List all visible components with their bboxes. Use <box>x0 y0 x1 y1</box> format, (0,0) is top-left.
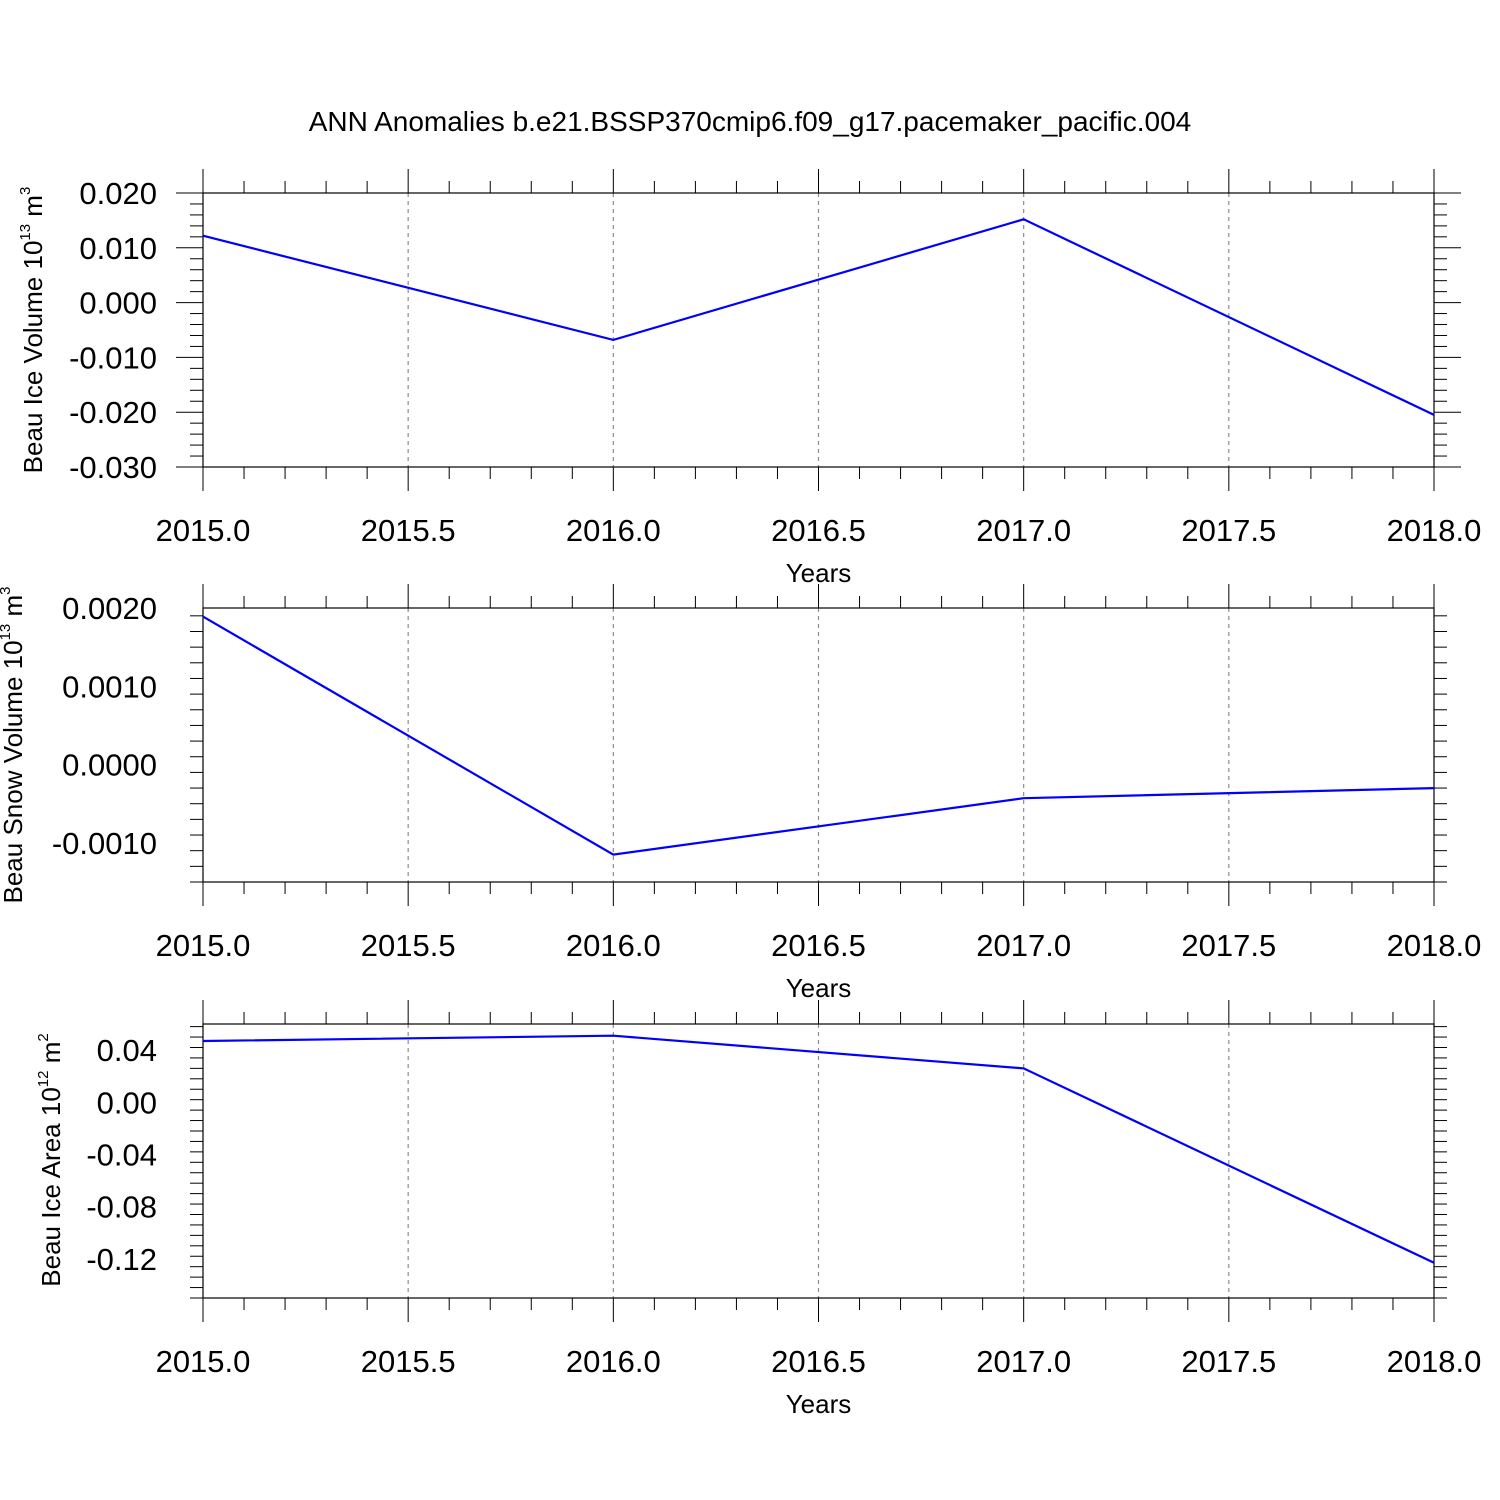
x-tick-label: 2015.0 <box>156 928 251 963</box>
y-tick-label: -0.020 <box>69 395 157 430</box>
series-line-1 <box>202 1034 1435 1264</box>
x-tick-label: 2017.0 <box>976 513 1071 548</box>
y-tick-label: 0.00 <box>97 1085 157 1120</box>
series-line-1 <box>202 615 1435 856</box>
y-tick-label: -0.010 <box>69 340 157 375</box>
x-axis-title: Years <box>786 973 852 1003</box>
x-axis-title: Years <box>786 558 852 588</box>
x-tick-label: 2015.0 <box>156 1344 251 1379</box>
y-tick-label: -0.030 <box>69 450 157 485</box>
x-axis-title: Years <box>786 1389 852 1419</box>
y-axis-title: Beau Ice Volume 1013 m3 <box>17 187 48 474</box>
panel-3: 0.04 0.00 -0.04 -0.08 -0.12 2015.0 2015.5 2016.… <box>35 1000 1481 1419</box>
panels: 0.020 0.010 0.000 -0.010 -0.020 -0.030 2015.0 2… <box>0 169 1481 1419</box>
panel-1: 0.020 0.010 0.000 -0.010 -0.020 -0.030 2015.0 2… <box>17 169 1481 588</box>
y-tick-label: -0.0010 <box>52 826 157 861</box>
x-tick-label: 2016.5 <box>771 513 866 548</box>
y-tick-label: 0.0010 <box>62 669 157 704</box>
x-tick-label: 2016.5 <box>771 1344 866 1379</box>
x-tick-label: 2015.5 <box>361 513 456 548</box>
x-tick-label: 2016.5 <box>771 928 866 963</box>
figure-title: ANN Anomalies b.e21.BSSP370cmip6.f09_g17… <box>309 106 1192 137</box>
y-tick-label: 0.0000 <box>62 748 157 783</box>
x-tick-label: 2017.0 <box>976 928 1071 963</box>
y-tick-label: 0.010 <box>79 231 157 266</box>
y-tick-label: 0.0020 <box>62 591 157 626</box>
x-tick-label: 2016.0 <box>566 928 661 963</box>
x-tick-label: 2015.5 <box>361 928 456 963</box>
y-tick-label: 0.000 <box>79 286 157 321</box>
x-tick-label: 2018.0 <box>1387 928 1482 963</box>
panel-2: 0.0020 0.0010 0.0000 -0.0010 2015.0 2015.5 201… <box>0 584 1481 1003</box>
x-tick-label: 2015.5 <box>361 1344 456 1379</box>
y-tick-label: -0.12 <box>86 1242 157 1277</box>
y-axis-title: Beau Snow Volume 1013 m3 <box>0 587 28 904</box>
y-tick-label: 0.04 <box>97 1033 157 1068</box>
x-tick-label: 2017.0 <box>976 1344 1071 1379</box>
y-tick-label: 0.020 <box>79 176 157 211</box>
x-tick-label: 2018.0 <box>1387 1344 1482 1379</box>
x-tick-label: 2017.5 <box>1181 1344 1276 1379</box>
x-tick-label: 2016.0 <box>566 513 661 548</box>
x-tick-label: 2015.0 <box>156 513 251 548</box>
x-tick-label: 2018.0 <box>1387 513 1482 548</box>
y-tick-label: -0.08 <box>86 1190 157 1225</box>
y-axis-title: Beau Ice Area 1012 m2 <box>35 1033 66 1286</box>
x-tick-label: 2017.5 <box>1181 513 1276 548</box>
series-line-1 <box>202 218 1435 416</box>
x-tick-label: 2017.5 <box>1181 928 1276 963</box>
y-tick-label: -0.04 <box>86 1137 157 1172</box>
x-tick-label: 2016.0 <box>566 1344 661 1379</box>
